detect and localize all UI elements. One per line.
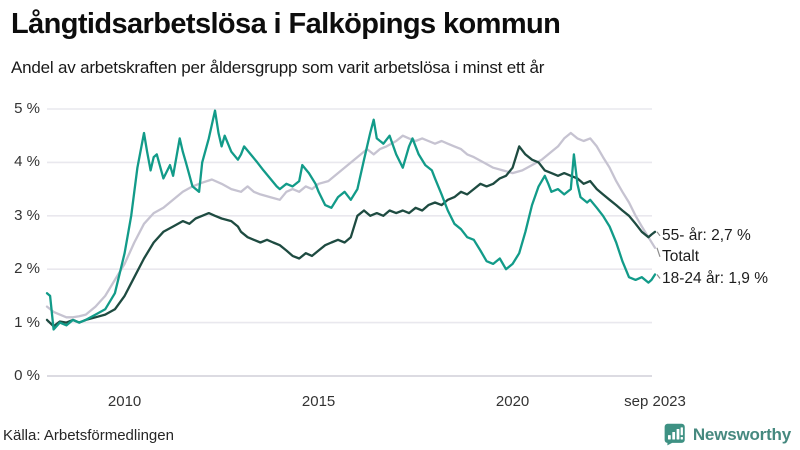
series-line-18-24-r [45, 109, 657, 331]
series-line-55-r [45, 145, 657, 328]
label-leader-line [656, 247, 661, 258]
label-leader-line [656, 231, 661, 237]
brand-logo: Newsworthy [663, 423, 791, 446]
chart-subtitle: Andel av arbetskraften per åldersgrupp s… [11, 58, 545, 77]
y-tick-label: 5 % [14, 100, 40, 117]
brand-name: Newsworthy [692, 424, 791, 444]
y-tick-label: 3 % [14, 206, 40, 224]
label-leader-line [656, 274, 661, 279]
page-title: Långtidsarbetslösa i Falköpings kommun [11, 8, 561, 40]
newsworthy-bar-chart-bubble-icon [664, 423, 685, 446]
series-line-Totalt [45, 131, 657, 319]
x-tick-label: sep 2023 [624, 393, 686, 410]
y-tick-label: 4 % [14, 153, 40, 171]
source-caption: Källa: Arbetsförmedlingen [3, 427, 174, 444]
y-tick-label: 1 % [14, 313, 40, 331]
end-label-Totalt: Totalt [662, 247, 700, 265]
end-label-18-24-r: 18-24 år: 1,9 % [662, 269, 768, 287]
x-tick-label: 2010 [107, 393, 142, 410]
x-tick-label: 2015 [301, 393, 336, 410]
y-tick-label: 2 % [14, 260, 40, 278]
y-tick-label: 0 % [14, 367, 40, 384]
x-tick-label: 2020 [495, 393, 530, 410]
end-label-55-r: 55- år: 2,7 % [662, 226, 751, 244]
